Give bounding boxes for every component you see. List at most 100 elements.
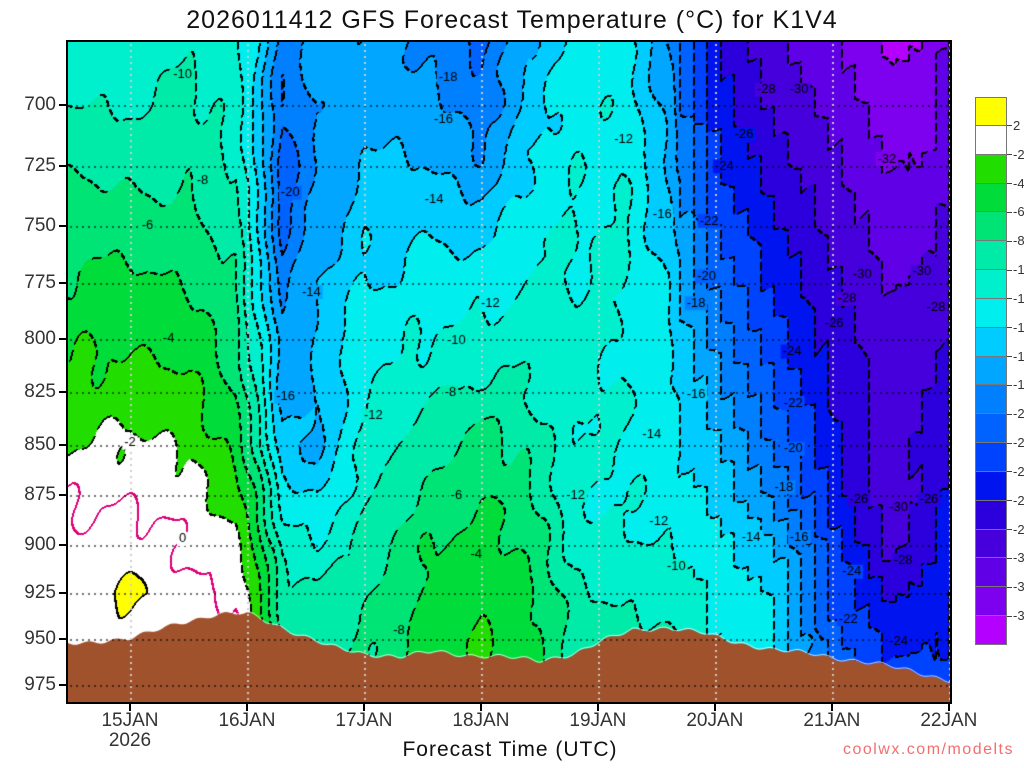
colorbar-tick-mark [1007, 183, 1012, 185]
colorbar-tick-label: -22 [1013, 435, 1024, 451]
colorbar-segment [975, 241, 1007, 271]
x-axis-tick-label: 19JAN [569, 710, 627, 731]
colorbar-segment [975, 327, 1007, 357]
colorbar-tick-label: -32 [1013, 579, 1024, 595]
colorbar-tick-label: -2 [1013, 146, 1024, 162]
colorbar-tick-label: -12 [1013, 290, 1024, 306]
y-axis-tick-mark [59, 391, 66, 394]
colorbar-tick-label: -6 [1013, 204, 1024, 220]
y-axis-tick-mark [59, 282, 66, 285]
colorbar-tick-label: -14 [1013, 319, 1024, 335]
colorbar-tick-label: -28 [1013, 521, 1024, 537]
y-axis-tick-label: 825 [24, 381, 56, 403]
colorbar-segment [975, 356, 1007, 386]
y-axis-tick-label: 875 [24, 484, 56, 506]
watermark: coolwx.com/modelts [842, 741, 1014, 758]
colorbar-segment [975, 471, 1007, 501]
x-axis-tick-label: 16JAN [218, 710, 276, 731]
x-axis-tick-mark [830, 704, 833, 711]
x-axis-tick-mark [713, 704, 716, 711]
colorbar-tick-label: 2 [1013, 117, 1021, 133]
y-axis-tick-label: 725 [24, 155, 56, 177]
x-axis-tick-label: 20JAN [686, 710, 744, 731]
colorbar-tick-mark [1007, 384, 1012, 386]
colorbar-tick-label: -18 [1013, 377, 1024, 393]
x-axis-title: Forecast Time (UTC) [402, 738, 618, 761]
colorbar-segment [975, 500, 1007, 530]
colorbar-segment [975, 154, 1007, 184]
x-axis-tick-mark [245, 704, 248, 711]
x-axis-year-label: 2026 [108, 730, 152, 751]
colorbar-segment [975, 125, 1007, 155]
colorbar-segment [975, 529, 1007, 559]
colorbar-tick-label: -30 [1013, 550, 1024, 566]
y-axis-tick-label: 700 [24, 93, 56, 115]
colorbar-tick-mark [1007, 154, 1012, 156]
colorbar-tick-mark [1007, 269, 1012, 271]
colorbar-tick-mark [1007, 529, 1012, 531]
y-axis-tick-mark [59, 224, 66, 227]
x-axis-tick-label: 22JAN [920, 710, 978, 731]
colorbar-tick-label: -16 [1013, 348, 1024, 364]
x-axis-tick-mark [947, 704, 950, 711]
colorbar-segment [975, 616, 1007, 645]
y-axis-tick-label: 850 [24, 433, 56, 455]
colorbar-tick-mark [1007, 240, 1012, 242]
y-axis-tick-mark [59, 683, 66, 686]
colorbar-tick-label: -24 [1013, 463, 1024, 479]
y-axis-tick-mark [59, 638, 66, 641]
y-axis-tick-mark [59, 443, 66, 446]
contour-plot [68, 42, 950, 702]
y-axis-tick-mark [59, 494, 66, 497]
colorbar-tick-label: -8 [1013, 233, 1024, 249]
colorbar-tick-label: -20 [1013, 406, 1024, 422]
colorbar-tick-mark [1007, 586, 1012, 588]
colorbar-segment [975, 587, 1007, 617]
colorbar-segment [975, 183, 1007, 213]
x-axis-tick-label: 15JAN [101, 710, 159, 731]
colorbar-tick-label: -26 [1013, 492, 1024, 508]
x-axis-tick-label: 21JAN [803, 710, 861, 731]
x-axis-tick-mark [479, 704, 482, 711]
colorbar-tick-mark [1007, 125, 1012, 127]
y-axis-tick-label: 975 [24, 673, 56, 695]
colorbar-tick-mark [1007, 211, 1012, 213]
colorbar-tick-mark [1007, 356, 1012, 358]
colorbar-segment [975, 212, 1007, 242]
colorbar-tick-mark [1007, 442, 1012, 444]
colorbar-tick-mark [1007, 615, 1012, 617]
colorbar-segment [975, 385, 1007, 415]
colorbar-segment [975, 298, 1007, 328]
y-axis-tick-label: 900 [24, 533, 56, 555]
plot-frame [66, 40, 952, 704]
x-axis-tick-mark [596, 704, 599, 711]
y-axis-tick-mark [59, 165, 66, 168]
colorbar-tick-mark [1007, 298, 1012, 300]
y-axis-tick-label: 800 [24, 327, 56, 349]
colorbar-tick-label: -34 [1013, 608, 1024, 624]
y-axis-tick-label: 950 [24, 628, 56, 650]
y-axis-tick-label: 925 [24, 581, 56, 603]
y-axis-tick-mark [59, 591, 66, 594]
y-axis-tick-label: 750 [24, 214, 56, 236]
colorbar-segment [975, 270, 1007, 299]
x-axis-tick-label: 18JAN [452, 710, 510, 731]
chart-title: 2026011412 GFS Forecast Temperature (°C)… [186, 6, 838, 34]
x-axis-tick-mark [362, 704, 365, 711]
colorbar-segment [975, 97, 1007, 126]
colorbar-tick-mark [1007, 413, 1012, 415]
x-axis-tick-mark [128, 704, 131, 711]
x-axis-tick-label: 17JAN [335, 710, 393, 731]
colorbar-segment [975, 443, 1007, 472]
y-axis-tick-mark [59, 103, 66, 106]
colorbar-tick-mark [1007, 557, 1012, 559]
colorbar-tick-label: -4 [1013, 175, 1024, 191]
y-axis-tick-mark [59, 337, 66, 340]
y-axis-tick-label: 775 [24, 272, 56, 294]
colorbar-tick-mark [1007, 500, 1012, 502]
colorbar-tick-mark [1007, 471, 1012, 473]
colorbar-segment [975, 414, 1007, 444]
y-axis-tick-mark [59, 543, 66, 546]
colorbar-segment [975, 558, 1007, 588]
